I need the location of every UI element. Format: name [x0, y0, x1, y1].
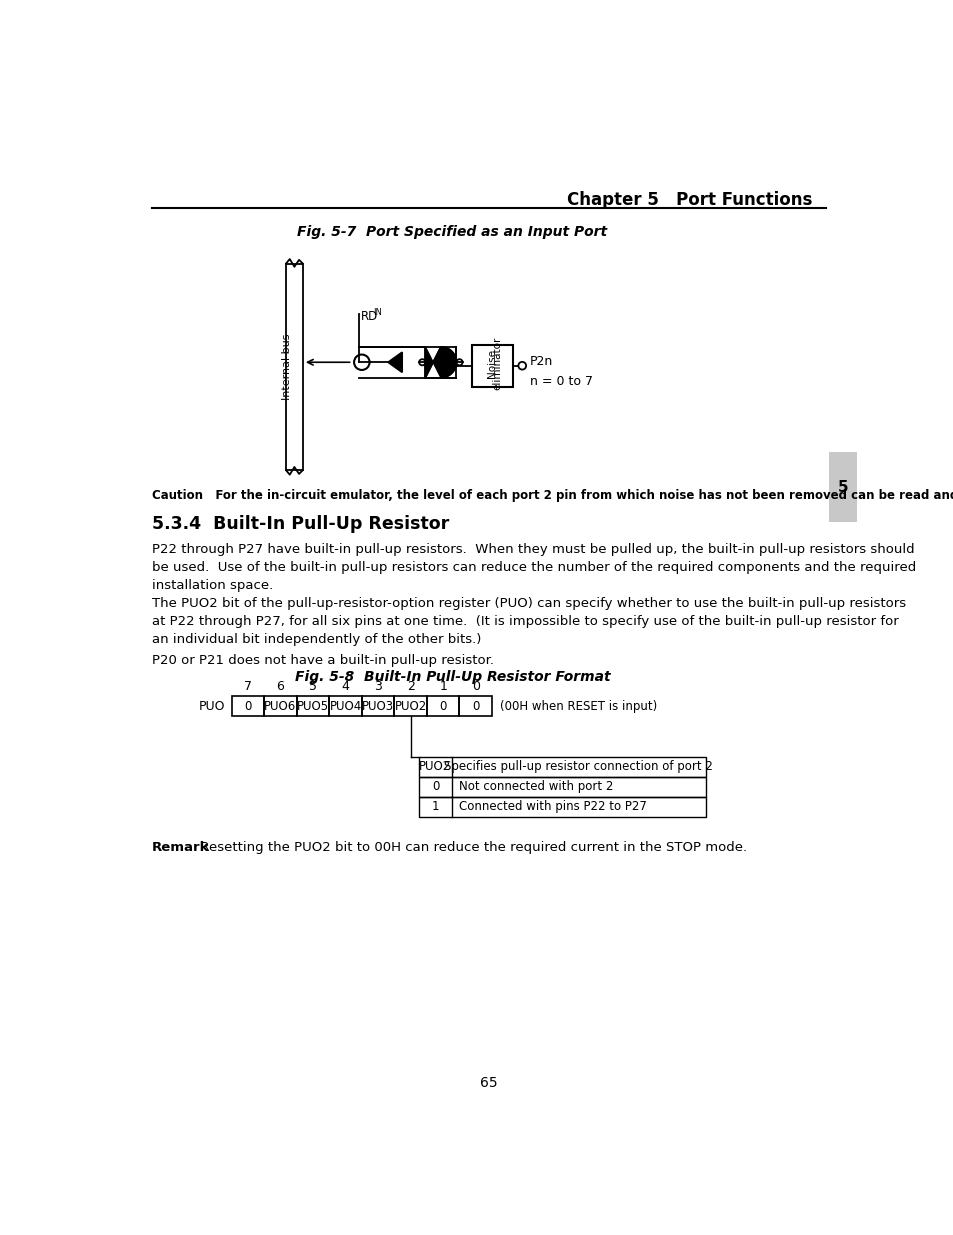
Text: 7: 7	[244, 680, 252, 693]
Text: n = 0 to 7: n = 0 to 7	[530, 375, 593, 388]
Text: 0: 0	[439, 700, 446, 713]
Text: PUO: PUO	[199, 700, 225, 713]
Bar	[418, 797, 705, 816]
Text: Specifies pull-up resistor connection of port 2: Specifies pull-up resistor connection of…	[444, 760, 713, 773]
Bar	[427, 697, 459, 716]
Text: Connected with pins P22 to P27: Connected with pins P22 to P27	[459, 800, 647, 813]
Text: 0: 0	[244, 700, 252, 713]
Bar	[394, 697, 427, 716]
Text: RD: RD	[360, 310, 378, 322]
Bar	[329, 697, 361, 716]
Text: PUO2: PUO2	[419, 760, 451, 773]
Text: Fig. 5-8  Built-In Pull-Up Resistor Format: Fig. 5-8 Built-In Pull-Up Resistor Forma…	[294, 671, 610, 684]
Polygon shape	[425, 347, 456, 378]
Bar	[418, 757, 705, 777]
Bar	[828, 452, 856, 521]
Text: 1: 1	[438, 680, 447, 693]
Text: 0: 0	[471, 680, 479, 693]
Text: Noise: Noise	[487, 350, 497, 378]
Text: 2: 2	[406, 680, 415, 693]
Text: PUO6: PUO6	[264, 700, 296, 713]
Text: Resetting the PUO2 bit to 00H can reduce the required current in the STOP mode.: Resetting the PUO2 bit to 00H can reduce…	[192, 841, 746, 855]
Bar	[296, 697, 329, 716]
Text: eliminator: eliminator	[493, 337, 502, 390]
Text: P2n: P2n	[530, 356, 553, 368]
Text: 1: 1	[432, 800, 438, 813]
Text: Chapter 5   Port Functions: Chapter 5 Port Functions	[567, 190, 812, 209]
Text: Internal bus: Internal bus	[282, 333, 293, 400]
Text: 6: 6	[276, 680, 284, 693]
Text: P22 through P27 have built-in pull-up resistors.  When they must be pulled up, t: P22 through P27 have built-in pull-up re…	[152, 543, 915, 593]
Bar	[459, 697, 492, 716]
Text: Not connected with port 2: Not connected with port 2	[459, 781, 613, 793]
Text: Fig. 5-7  Port Specified as an Input Port: Fig. 5-7 Port Specified as an Input Port	[297, 225, 607, 240]
Text: P20 or P21 does not have a built-in pull-up resistor.: P20 or P21 does not have a built-in pull…	[152, 655, 494, 667]
Bar	[418, 777, 705, 797]
Text: Remark: Remark	[152, 841, 209, 855]
Polygon shape	[388, 352, 402, 372]
Text: 4: 4	[341, 680, 349, 693]
Text: IN: IN	[373, 308, 382, 316]
Text: 0: 0	[432, 781, 438, 793]
Bar	[232, 697, 264, 716]
Text: PUO2: PUO2	[395, 700, 426, 713]
Bar	[286, 264, 303, 471]
Text: Caution   For the in-circuit emulator, the level of each port 2 pin from which n: Caution For the in-circuit emulator, the…	[152, 489, 953, 503]
Bar	[361, 697, 394, 716]
Text: 5.3.4  Built-In Pull-Up Resistor: 5.3.4 Built-In Pull-Up Resistor	[152, 515, 449, 534]
Text: PUO3: PUO3	[361, 700, 394, 713]
Text: 0: 0	[472, 700, 479, 713]
Bar	[472, 345, 513, 387]
Bar	[264, 697, 296, 716]
Text: 5: 5	[837, 479, 847, 494]
Text: 65: 65	[479, 1076, 497, 1091]
Text: PUO4: PUO4	[329, 700, 361, 713]
Text: 5: 5	[309, 680, 316, 693]
Text: PUO5: PUO5	[296, 700, 329, 713]
Text: (00H when RESET is input): (00H when RESET is input)	[499, 700, 657, 713]
Text: The PUO2 bit of the pull-up-resistor-option register (PUO) can specify whether t: The PUO2 bit of the pull-up-resistor-opt…	[152, 597, 905, 646]
Text: 3: 3	[374, 680, 381, 693]
